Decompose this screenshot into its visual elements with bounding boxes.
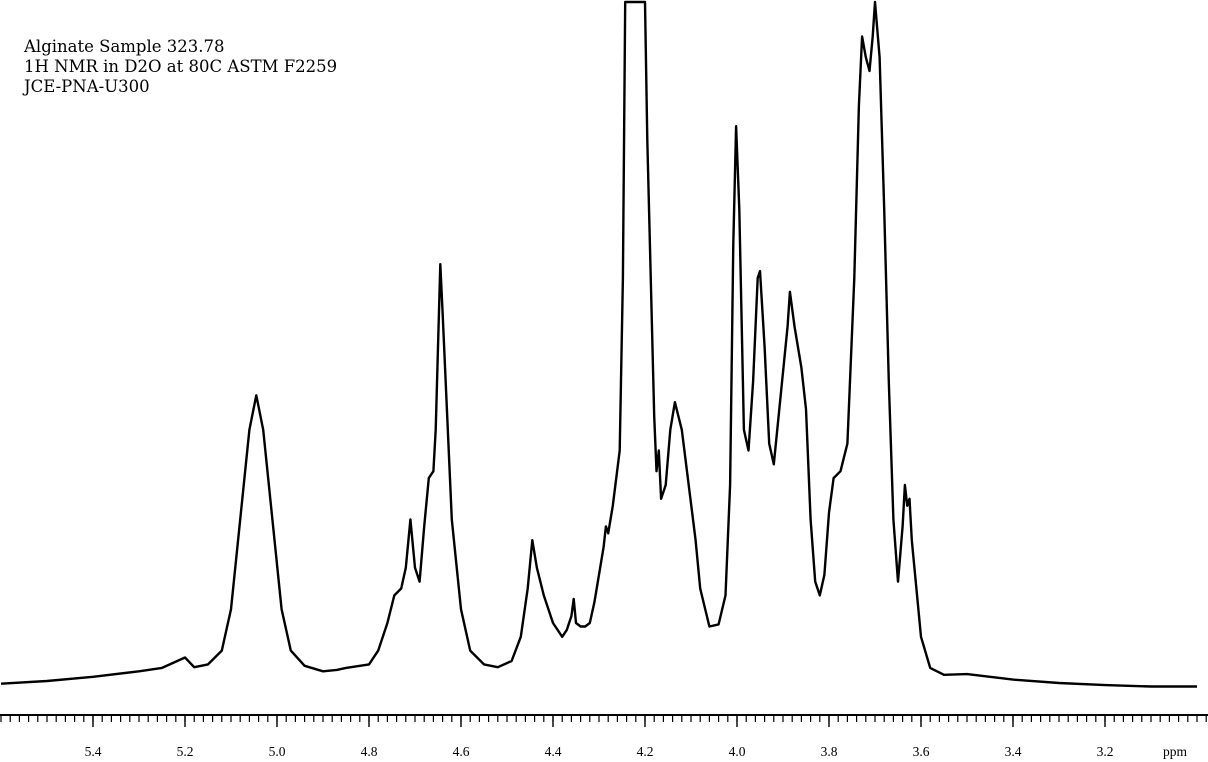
tick-label: 4.8 <box>361 744 378 759</box>
spectrum-trace-layer <box>0 0 1197 688</box>
annotation-instrument: JCE-PNA-U300 <box>24 77 150 96</box>
tick-label: 3.6 <box>913 744 930 759</box>
axis-unit-label: ppm <box>1163 744 1188 759</box>
tick-label: 5.2 <box>177 744 194 759</box>
axis-tick-labels: 5.4 5.2 5.0 4.8 4.6 4.4 4.2 4.0 3.8 3.6 3.4 3.2 <box>85 744 1114 759</box>
tick-label: 5.0 <box>269 744 286 759</box>
tick-label: 4.2 <box>637 744 654 759</box>
axis-major-ticks <box>92 715 1106 727</box>
tick-label: 4.0 <box>729 744 746 759</box>
tick-label: 3.8 <box>821 744 838 759</box>
ppm-axis: 5.4 5.2 5.0 4.8 4.6 4.4 4.2 4.0 3.8 3.6 3.4 3.2 ppm <box>0 714 1208 759</box>
spectrum-line <box>0 0 1197 688</box>
axis-minor-ticks <box>0 715 1207 722</box>
tick-label: 4.4 <box>545 744 562 759</box>
annotation-method: 1H NMR in D2O at 80C ASTM F2259 <box>24 57 338 76</box>
tick-label: 5.4 <box>85 744 102 759</box>
annotation-sample-name: Alginate Sample 323.78 <box>24 37 225 56</box>
tick-label: 4.6 <box>453 744 470 759</box>
sample-annotation: Alginate Sample 323.78 1H NMR in D2O at … <box>24 37 337 97</box>
tick-label: 3.4 <box>1005 744 1022 759</box>
tick-label: 3.2 <box>1097 744 1114 759</box>
